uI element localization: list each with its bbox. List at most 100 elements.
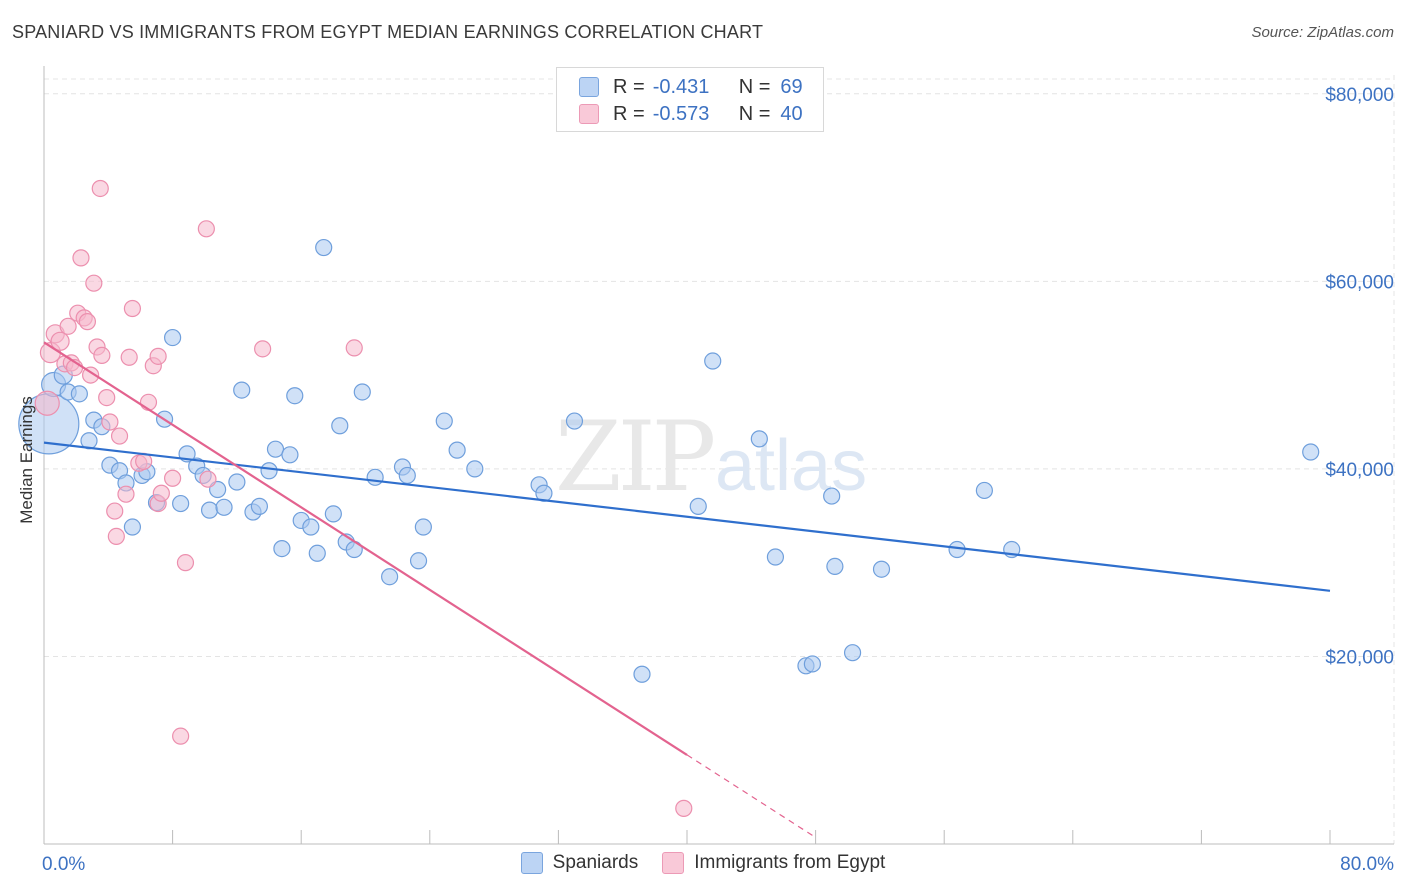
legend-r-value: -0.573 — [652, 102, 710, 125]
egypt-point-38 — [345, 339, 363, 357]
spaniards-point-60 — [803, 655, 821, 673]
legend-r-value: -0.431 — [652, 75, 710, 98]
egypt-point-21 — [107, 527, 125, 546]
legend-swatch-egypt — [662, 852, 685, 874]
spaniards-point-25 — [233, 381, 251, 399]
egypt-point-22 — [117, 485, 135, 503]
egypt-points — [34, 179, 693, 817]
spaniards-point-24 — [228, 473, 246, 491]
spaniards-point-49 — [448, 441, 466, 459]
egypt-point-19 — [106, 502, 124, 520]
spaniards-point-64 — [872, 560, 891, 578]
chart-source: Source: ZipAtlas.com — [1251, 24, 1394, 41]
spaniards-point-38 — [331, 417, 349, 435]
y-axis-label: Median Earnings — [17, 396, 36, 524]
egypt-point-39 — [675, 799, 693, 817]
spaniards-point-37 — [324, 505, 342, 523]
spaniards-point-42 — [366, 468, 384, 486]
legend-swatch-egypt — [579, 104, 599, 124]
spaniards-point-54 — [633, 665, 651, 683]
egypt-point-9 — [72, 249, 90, 267]
egypt-trend-line-extension — [686, 754, 816, 838]
egypt-point-20 — [110, 427, 129, 445]
egypt-point-34 — [176, 554, 195, 572]
spaniards-point-48 — [435, 412, 453, 430]
egypt-point-17 — [98, 389, 116, 407]
legend-row-spaniards: R = -0.431 N = 69 — [579, 75, 803, 99]
legend-item-egypt[interactable]: Immigrants from Egypt — [662, 852, 885, 874]
egypt-point-5 — [59, 317, 77, 335]
egypt-point-23 — [120, 348, 138, 366]
spaniards-point-45 — [398, 466, 416, 485]
watermark: ZIP atlas — [555, 401, 867, 513]
spaniards-point-31 — [281, 446, 299, 464]
legend-r-label: R = — [613, 102, 645, 125]
spaniards-point-35 — [308, 544, 326, 562]
y-tick-label-2: $60,000 — [1325, 272, 1394, 293]
axes — [43, 66, 1394, 845]
legend-item-spaniards[interactable]: Spaniards — [520, 852, 639, 874]
spaniards-point-63 — [843, 644, 862, 662]
spaniards-point-23 — [215, 498, 233, 516]
spaniards-point-61 — [823, 487, 841, 505]
spaniards-point-66 — [975, 481, 993, 500]
egypt-point-31 — [152, 484, 170, 502]
egypt-point-35 — [197, 220, 215, 238]
egypt-point-3 — [50, 331, 70, 351]
egypt-point-27 — [139, 393, 158, 411]
trend-lines — [43, 341, 1331, 838]
spaniards-point-29 — [266, 440, 285, 458]
spaniards-point-36 — [315, 238, 333, 257]
egypt-point-0 — [34, 390, 60, 416]
egypt-point-13 — [85, 274, 103, 292]
spaniards-point-21 — [200, 501, 219, 519]
spaniards-trend-line — [43, 441, 1331, 592]
spaniards-point-50 — [466, 460, 484, 478]
spaniards-point-47 — [414, 518, 432, 536]
spaniards-point-34 — [302, 518, 320, 536]
spaniards-point-16 — [164, 328, 182, 347]
spaniards-point-68 — [1302, 443, 1320, 461]
legend-n-value: 69 — [780, 75, 803, 98]
egypt-point-16 — [93, 346, 111, 365]
spaniards-point-4 — [70, 385, 88, 403]
spaniards-point-57 — [750, 430, 768, 448]
stats-legend: R = -0.431 N = 69 R = -0.573 N = 40 — [556, 67, 824, 132]
spaniards-point-30 — [273, 539, 291, 558]
legend-label-egypt: Immigrants from Egypt — [694, 852, 886, 873]
egypt-point-37 — [254, 340, 272, 358]
egypt-point-33 — [172, 727, 190, 745]
egypt-point-12 — [82, 366, 100, 384]
egypt-point-32 — [164, 469, 182, 487]
spaniards-point-58 — [766, 548, 785, 566]
egypt-point-11 — [78, 313, 97, 331]
egypt-point-18 — [101, 413, 119, 431]
tick-labels: $20,000 $40,000 $60,000 $80,000 0.0% 80.0% — [42, 85, 1394, 875]
legend-n-label: N = — [738, 75, 771, 98]
spaniards-point-62 — [826, 557, 844, 576]
y-tick-label-3: $80,000 — [1325, 85, 1394, 106]
watermark-atlas: atlas — [715, 426, 867, 506]
legend-swatch-spaniards — [520, 852, 543, 874]
spaniards-points — [18, 238, 1320, 683]
chart-title: SPANIARD VS IMMIGRANTS FROM EGYPT MEDIAN… — [12, 22, 764, 42]
egypt-point-24 — [123, 299, 142, 318]
legend-n-value: 40 — [780, 102, 803, 125]
spaniards-point-41 — [353, 383, 371, 401]
spaniards-point-53 — [565, 412, 584, 430]
legend-row-egypt: R = -0.573 N = 40 — [579, 102, 803, 126]
spaniards-point-27 — [250, 497, 269, 515]
x-tick-label-min: 0.0% — [42, 854, 85, 875]
y-tick-label-0: $20,000 — [1325, 647, 1394, 668]
egypt-trend-line — [43, 341, 688, 756]
y-tick-label-1: $40,000 — [1325, 460, 1394, 481]
series-legend: Spaniards Immigrants from Egypt — [0, 852, 1406, 874]
spaniards-point-43 — [381, 568, 399, 586]
legend-r-label: R = — [613, 75, 645, 98]
egypt-point-29 — [149, 347, 167, 365]
spaniards-point-28 — [260, 462, 278, 480]
legend-n-label: N = — [738, 102, 771, 125]
legend-label-spaniards: Spaniards — [552, 852, 639, 873]
spaniards-point-17 — [172, 494, 190, 513]
